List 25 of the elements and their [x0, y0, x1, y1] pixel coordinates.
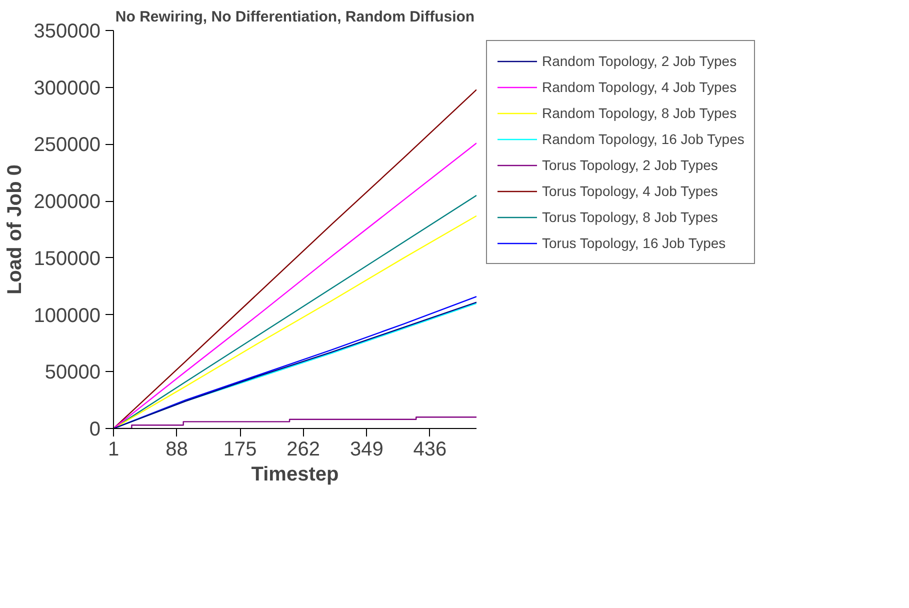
legend-label: Random Topology, 16 Job Types: [542, 131, 744, 147]
y-tick-label: 50000: [44, 362, 101, 384]
y-tick-label: 100000: [34, 304, 101, 327]
legend-label: Random Topology, 2 Job Types: [542, 53, 737, 69]
legend-label: Torus Topology, 2 Job Types: [542, 157, 718, 173]
x-tick-label: 436: [413, 438, 447, 460]
x-axis-title: Timestep: [251, 464, 339, 486]
chart-title: No Rewiring, No Differentiation, Random Diffusion: [115, 8, 475, 26]
y-tick-label: 250000: [34, 134, 101, 156]
legend-label: Random Topology, 8 Job Types: [542, 105, 737, 121]
y-tick-label: 350000: [34, 20, 101, 42]
x-tick-label: 1: [108, 438, 120, 460]
y-axis-title: Load of Job 0: [4, 164, 26, 294]
legend-label: Torus Topology, 8 Job Types: [542, 209, 718, 225]
legend-label: Torus Topology, 16 Job Types: [542, 235, 726, 251]
x-tick-label: 262: [286, 438, 320, 460]
legend-label: Torus Topology, 4 Job Types: [542, 183, 718, 199]
y-tick-label: 0: [89, 418, 100, 440]
y-tick-label: 300000: [34, 77, 101, 100]
x-tick-label: 88: [166, 438, 188, 460]
x-tick-label: 349: [350, 438, 384, 460]
x-tick-label: 175: [223, 438, 257, 460]
y-tick-label: 200000: [34, 191, 101, 214]
y-tick-label: 150000: [34, 248, 101, 270]
legend-label: Random Topology, 4 Job Types: [542, 79, 737, 95]
